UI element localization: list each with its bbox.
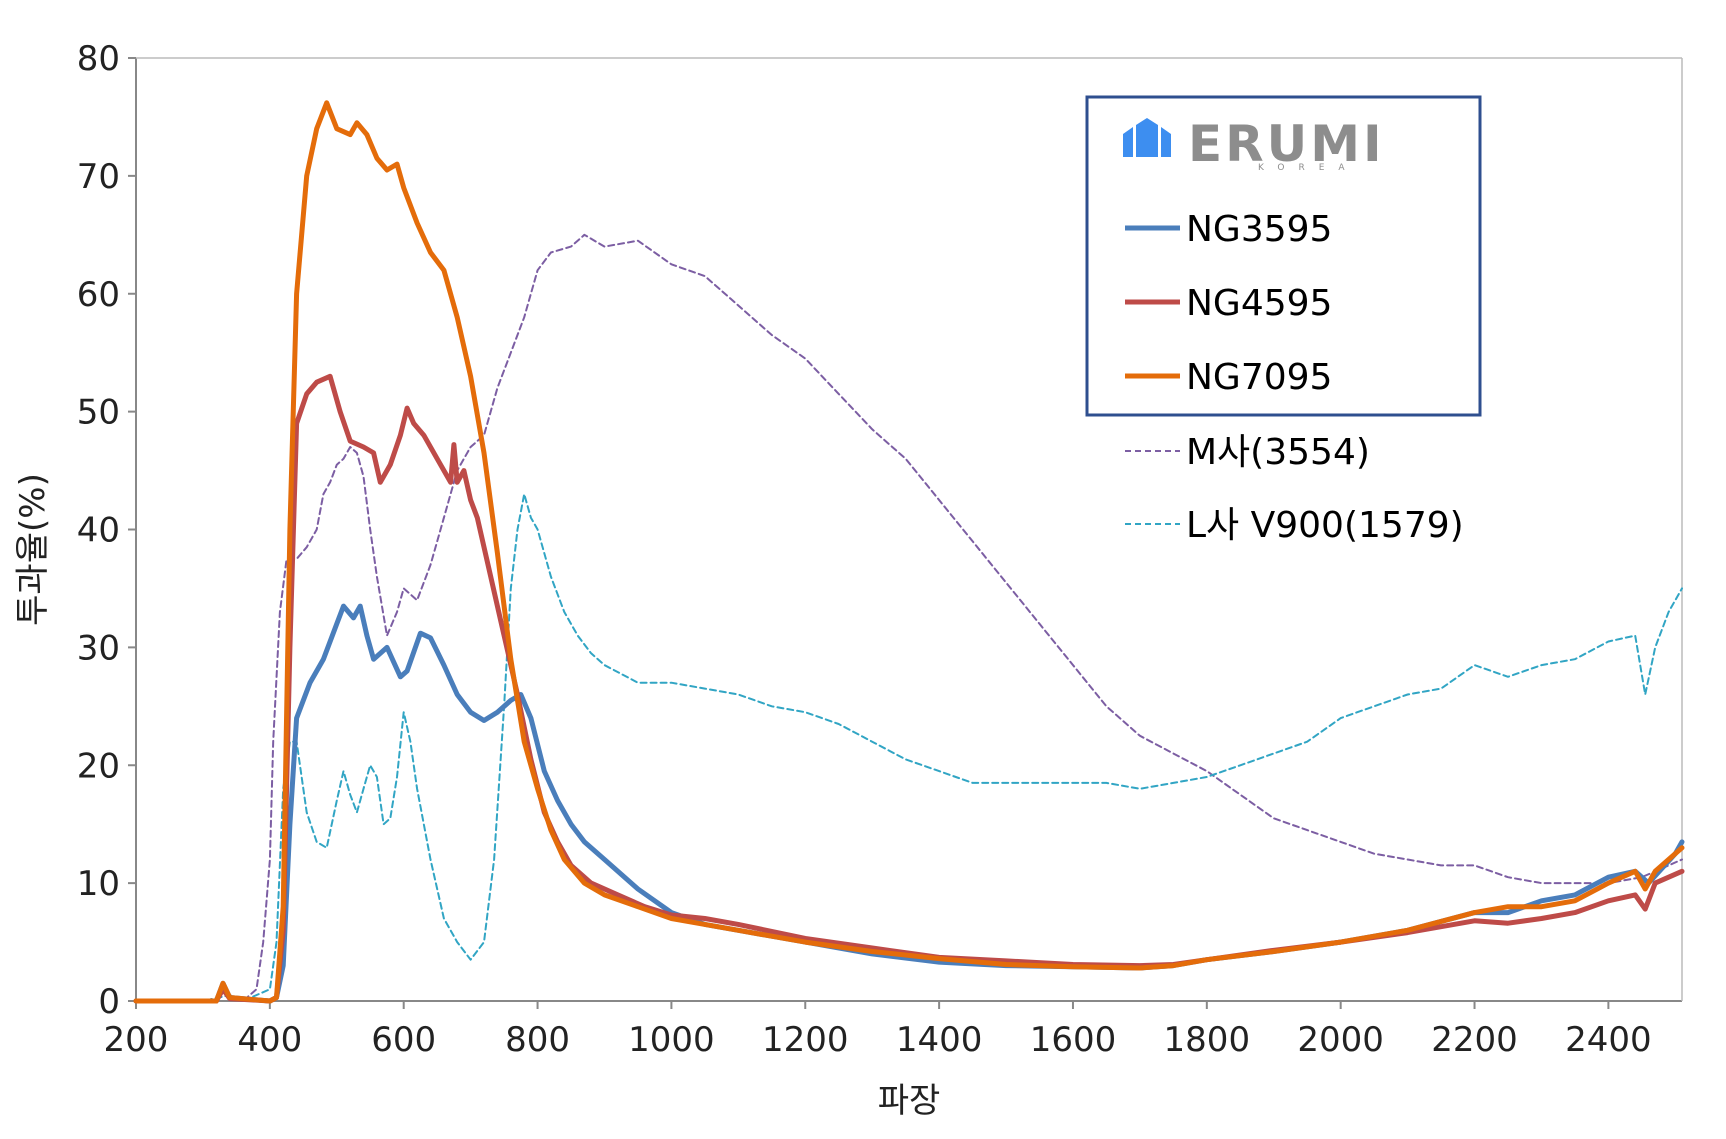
y-tick-label: 50: [77, 393, 120, 433]
legend-label-4: L사 V900(1579): [1186, 505, 1464, 546]
y-tick-label: 70: [77, 157, 120, 197]
x-tick-label: 1200: [762, 1020, 849, 1060]
erumi-logo: ERUMI KOREA: [1123, 115, 1385, 173]
legend-label-1: NG4595: [1186, 283, 1332, 324]
x-axis-title: 파장: [878, 1081, 941, 1121]
x-axis-ticks: 200 400 600 800 1000 1200 1400 1600 1800 2000 2200…: [104, 1001, 1652, 1060]
legend-items: NG3595 NG4595 NG7095 M사(3554) L사 V900(1579): [1125, 209, 1464, 546]
y-tick-label: 20: [77, 746, 120, 786]
legend: ERUMI KOREA NG3595 NG4595 NG7095 M사(3554) L사…: [1085, 95, 1482, 546]
x-tick-label: 1600: [1030, 1020, 1117, 1060]
legend-label-3: M사(3554): [1186, 432, 1370, 473]
x-tick-label: 2400: [1565, 1020, 1652, 1060]
logo-subtext: KOREA: [1258, 163, 1359, 173]
building-icon: [1123, 118, 1171, 157]
x-tick-label: 400: [237, 1020, 302, 1060]
series-line-2: [133, 100, 1685, 1004]
series-line-3: [135, 233, 1683, 1002]
x-tick-label: 800: [505, 1020, 570, 1060]
series-layer: [133, 100, 1685, 1004]
legend-label-0: NG3595: [1186, 209, 1332, 250]
y-tick-label: 30: [77, 628, 120, 668]
y-tick-label: 10: [77, 864, 120, 904]
series-line-4: [135, 493, 1683, 1002]
y-axis-ticks: 0 10 20 30 40 50 60 70 80: [77, 39, 136, 1022]
x-tick-label: 2200: [1431, 1020, 1518, 1060]
y-tick-label: 80: [77, 39, 120, 79]
x-tick-label: 1800: [1164, 1020, 1251, 1060]
y-axis-title: 투과율(%): [13, 473, 53, 626]
y-tick-label: 0: [98, 982, 120, 1022]
logo-wordmark: ERUMI: [1188, 115, 1385, 173]
plot-frame: [135, 57, 1683, 1002]
x-tick-label: 200: [104, 1020, 169, 1060]
y-tick-label: 40: [77, 511, 120, 551]
x-tick-label: 2000: [1297, 1020, 1384, 1060]
x-tick-label: 600: [371, 1020, 436, 1060]
x-tick-label: 1000: [628, 1020, 715, 1060]
x-tick-label: 1400: [896, 1020, 983, 1060]
y-tick-label: 60: [77, 275, 120, 315]
legend-label-2: NG7095: [1186, 357, 1332, 398]
